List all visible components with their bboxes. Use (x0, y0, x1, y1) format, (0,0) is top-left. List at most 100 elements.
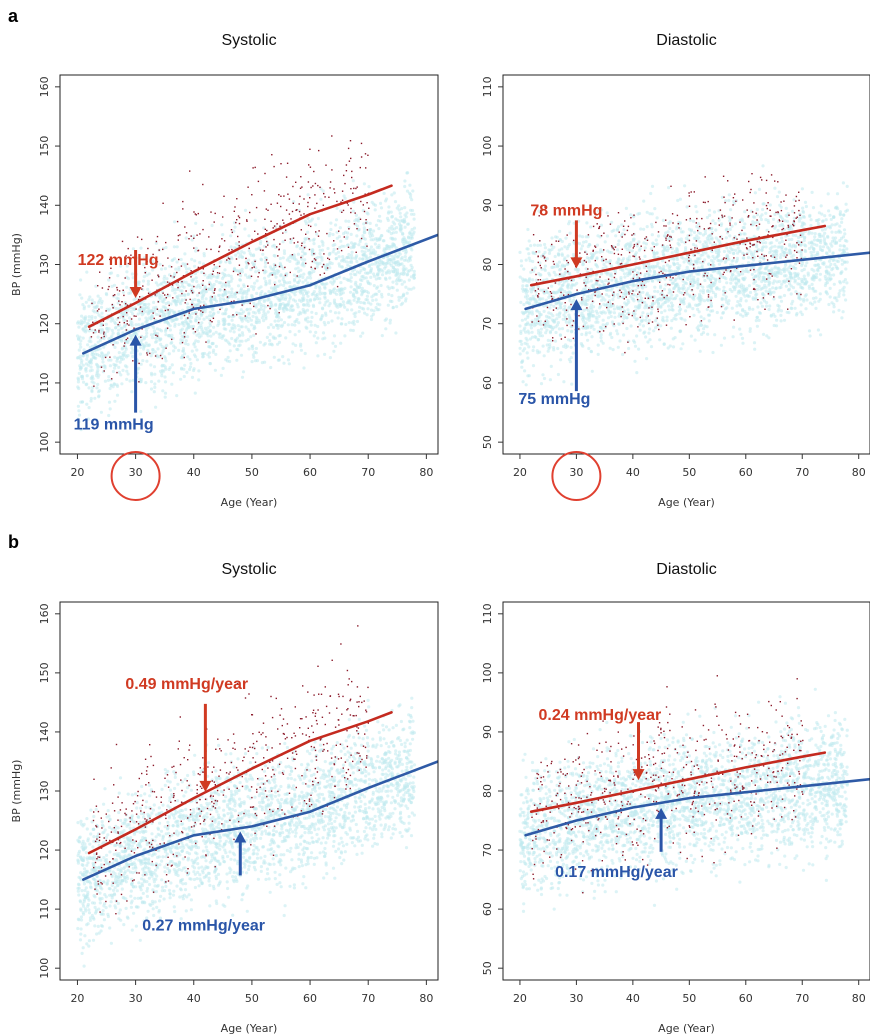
data-point (244, 315, 246, 317)
cloud-point (588, 331, 592, 335)
x-axis-label: Age (Year) (221, 496, 278, 509)
cloud-point (785, 268, 789, 272)
cloud-point (349, 256, 353, 260)
cloud-point (163, 375, 167, 379)
cloud-point (746, 261, 751, 265)
cloud-point (764, 304, 769, 308)
data-point (136, 236, 139, 238)
cloud-point (779, 313, 783, 317)
data-point (125, 303, 127, 305)
cloud-point (645, 210, 649, 214)
cloud-point (780, 236, 784, 240)
cloud-point (401, 293, 406, 297)
cloud-point (336, 316, 340, 320)
cloud-point (85, 357, 89, 361)
data-point (232, 314, 234, 316)
cloud-point (388, 276, 392, 280)
cloud-point (773, 244, 777, 248)
cloud-point (76, 380, 80, 384)
data-point (351, 170, 353, 173)
cloud-point (281, 240, 285, 244)
cloud-point (616, 345, 620, 349)
cloud-point (680, 240, 684, 244)
cloud-point (725, 246, 729, 250)
data-point (212, 317, 215, 319)
data-point (300, 256, 302, 259)
cloud-point (131, 354, 135, 359)
cloud-point (163, 395, 167, 399)
cloud-point (253, 281, 257, 285)
cloud-point (89, 365, 93, 369)
cloud-point (273, 269, 277, 273)
cloud-point (373, 262, 377, 266)
data-point (362, 204, 364, 206)
cloud-point (324, 313, 328, 317)
cloud-point (412, 226, 417, 230)
cloud-point (653, 285, 657, 289)
cloud-point (105, 327, 109, 331)
cloud-point (349, 302, 353, 306)
data-point (292, 237, 295, 239)
data-point (197, 249, 200, 252)
cloud-point (84, 383, 88, 387)
data-point (157, 274, 159, 276)
cloud-point (79, 339, 83, 343)
cloud-point (400, 207, 404, 211)
cloud-point (190, 278, 194, 282)
cloud-point (838, 244, 843, 248)
cloud-point (377, 308, 381, 312)
cloud-point (345, 260, 349, 264)
cloud-point (363, 301, 367, 305)
data-point (288, 213, 291, 215)
cloud-point (163, 267, 167, 271)
cloud-point (144, 381, 148, 385)
cloud-point (745, 293, 750, 297)
cloud-point (773, 186, 777, 190)
cloud-point (291, 308, 295, 312)
cloud-point (234, 253, 238, 257)
cloud-point (269, 365, 273, 370)
cloud-point (125, 313, 129, 317)
cloud-point (278, 333, 282, 338)
cloud-point (352, 200, 356, 204)
cloud-point (305, 308, 310, 312)
cloud-point (244, 290, 249, 294)
cloud-point (235, 336, 240, 340)
data-point (191, 303, 193, 306)
cloud-point (562, 313, 566, 317)
cloud-point (121, 290, 125, 294)
cloud-point (757, 277, 761, 281)
cloud-point (741, 284, 746, 288)
cloud-point (582, 319, 586, 323)
data-point (303, 213, 305, 215)
cloud-point (338, 226, 342, 230)
cloud-point (354, 311, 358, 315)
data-point (182, 200, 184, 203)
cloud-point (99, 315, 103, 319)
cloud-point (604, 279, 608, 283)
cloud-point (160, 281, 164, 285)
cloud-point (218, 297, 222, 301)
data-point (360, 156, 363, 158)
cloud-point (560, 327, 565, 331)
cloud-point (287, 293, 291, 297)
data-point (308, 164, 310, 166)
cloud-point (238, 343, 242, 347)
cloud-point (140, 305, 144, 310)
data-point (211, 273, 214, 275)
cloud-point (306, 276, 310, 280)
cloud-point (126, 372, 130, 376)
cloud-point (94, 352, 98, 356)
cloud-point (130, 334, 134, 338)
cloud-point (580, 235, 585, 239)
data-point (263, 190, 266, 192)
cloud-point (170, 258, 174, 263)
cloud-point (339, 239, 343, 243)
cloud-point (611, 297, 615, 302)
cloud-point (197, 332, 201, 336)
cloud-point (146, 282, 150, 286)
cloud-point (171, 299, 175, 303)
cloud-point (770, 267, 774, 271)
cloud-point (291, 342, 295, 346)
data-point (280, 195, 282, 197)
